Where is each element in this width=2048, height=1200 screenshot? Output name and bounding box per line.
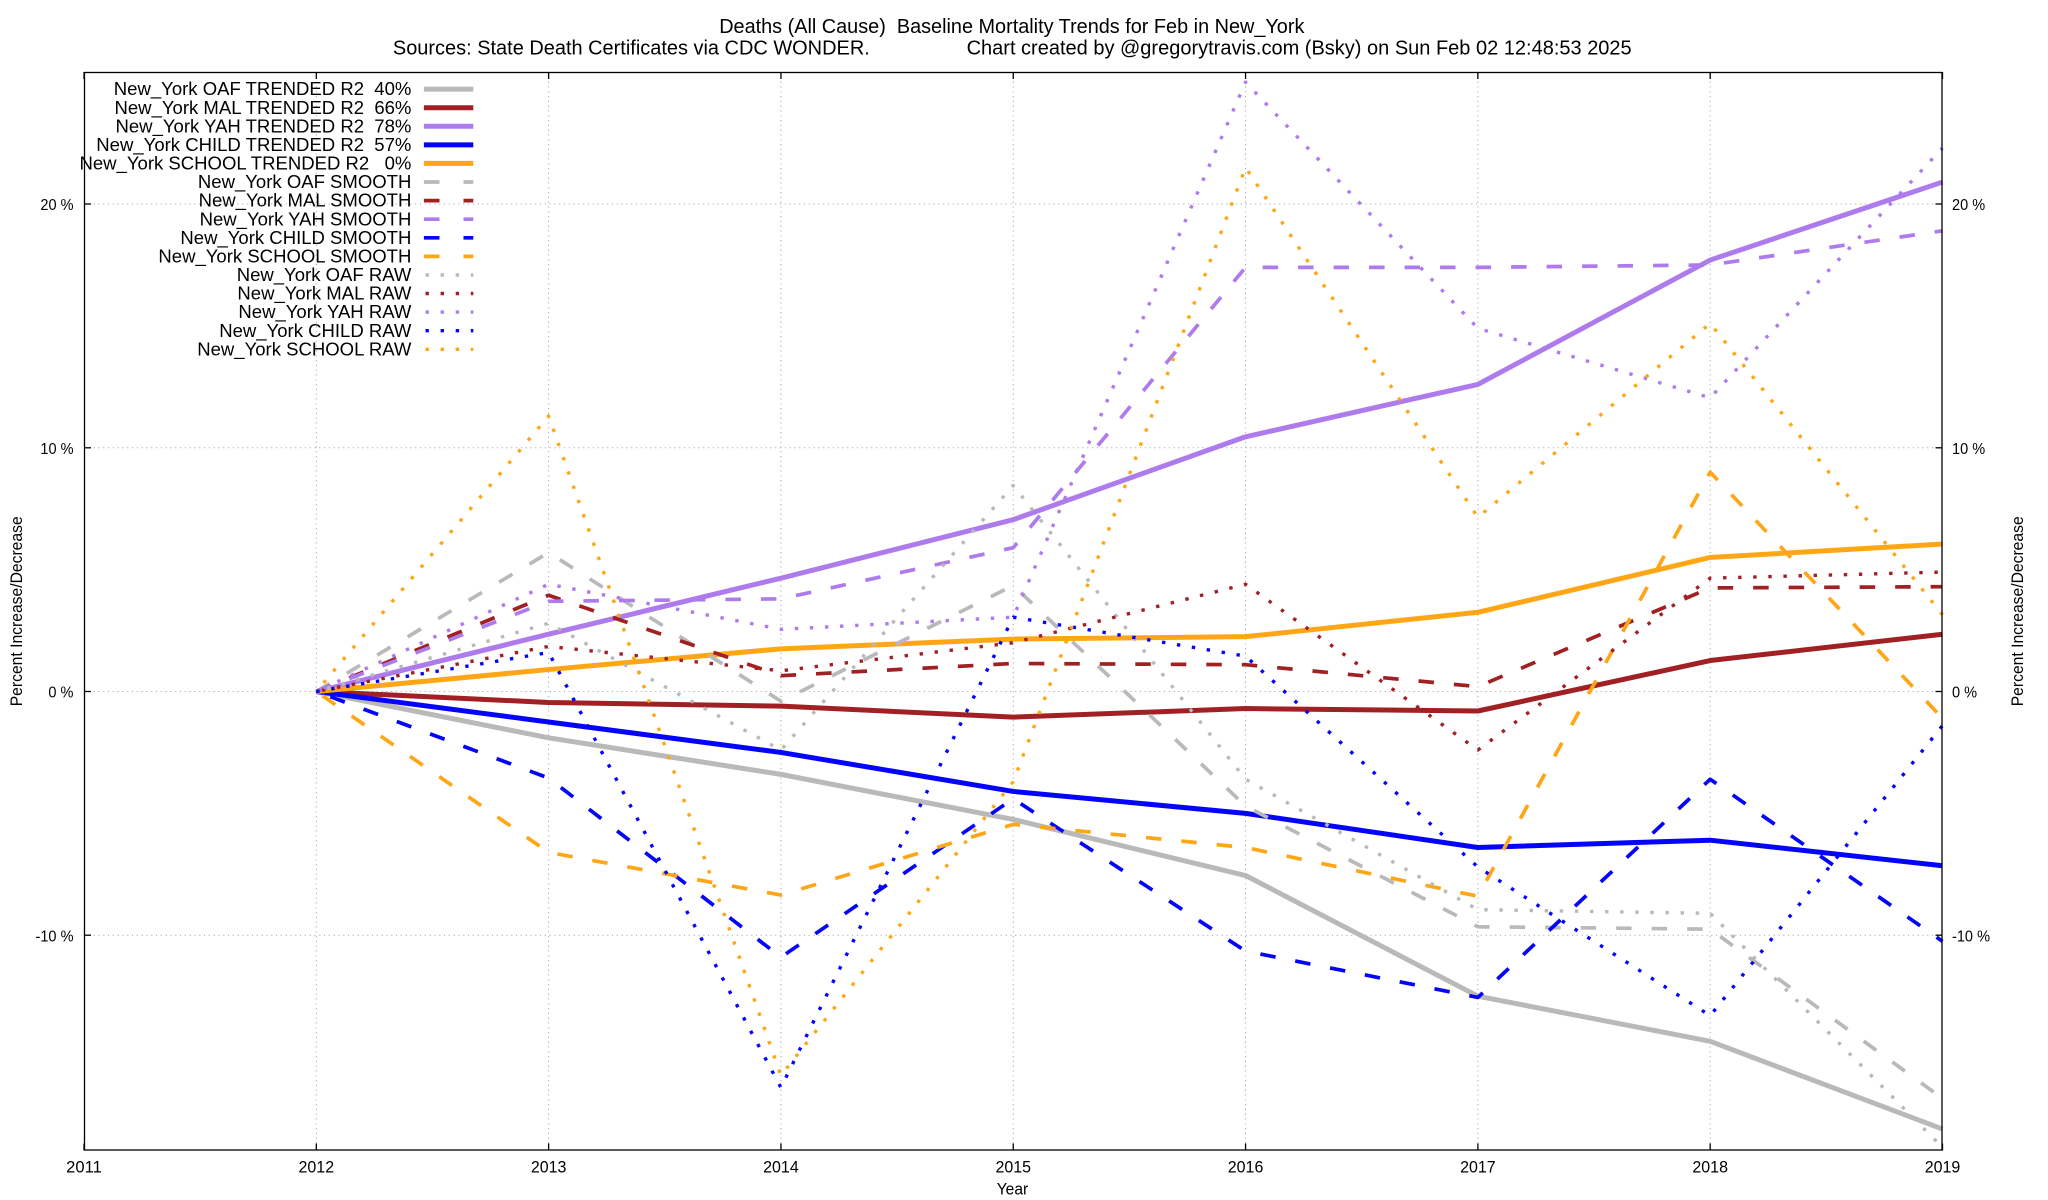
svg-text:New_York CHILD SMOOTH: New_York CHILD SMOOTH <box>180 227 411 249</box>
svg-text:2019: 2019 <box>1925 1158 1961 1176</box>
svg-text:20 %: 20 % <box>40 197 73 214</box>
svg-text:10 %: 10 % <box>1952 441 1985 458</box>
svg-text:10 %: 10 % <box>40 441 73 458</box>
svg-text:Sources: State Death Certifica: Sources: State Death Certificates via CD… <box>393 37 870 59</box>
svg-text:New_York OAF RAW: New_York OAF RAW <box>237 264 412 286</box>
svg-text:-10 %: -10 % <box>36 928 74 945</box>
svg-text:New_York YAH TRENDED R2 78%: New_York YAH TRENDED R2 78% <box>116 115 412 137</box>
svg-text:New_York YAH RAW: New_York YAH RAW <box>238 301 411 323</box>
svg-text:Year: Year <box>997 1180 1029 1198</box>
svg-text:0 %: 0 % <box>48 685 73 702</box>
svg-text:New_York OAF SMOOTH: New_York OAF SMOOTH <box>198 171 412 193</box>
svg-text:New_York MAL SMOOTH: New_York MAL SMOOTH <box>199 190 412 212</box>
svg-text:New_York YAH SMOOTH: New_York YAH SMOOTH <box>200 208 412 230</box>
svg-text:New_York SCHOOL TRENDED R2 0: New_York SCHOOL TRENDED R2 0% <box>80 153 412 175</box>
svg-text:New_York MAL RAW: New_York MAL RAW <box>237 283 411 305</box>
svg-text:New_York MAL TRENDED R2 66%: New_York MAL TRENDED R2 66% <box>115 97 412 119</box>
svg-text:New_York CHILD TRENDED R2 57%: New_York CHILD TRENDED R2 57% <box>96 134 411 156</box>
svg-text:20 %: 20 % <box>1952 197 1985 214</box>
svg-text:2016: 2016 <box>1228 1158 1264 1176</box>
svg-text:2018: 2018 <box>1692 1158 1728 1176</box>
svg-text:New_York CHILD RAW: New_York CHILD RAW <box>219 320 412 342</box>
svg-text:2017: 2017 <box>1460 1158 1496 1176</box>
svg-text:2015: 2015 <box>995 1158 1031 1176</box>
svg-text:2012: 2012 <box>299 1158 335 1176</box>
svg-text:Percent Increase/Decrease: Percent Increase/Decrease <box>2009 516 2027 706</box>
svg-text:0 %: 0 % <box>1952 685 1977 702</box>
svg-text:2014: 2014 <box>763 1158 799 1176</box>
svg-text:2013: 2013 <box>531 1158 567 1176</box>
svg-text:-10 %: -10 % <box>1952 928 1990 945</box>
svg-text:Chart created by @gregorytravi: Chart created by @gregorytravis.com (Bsk… <box>967 37 1632 59</box>
svg-text:New_York SCHOOL RAW: New_York SCHOOL RAW <box>197 338 412 360</box>
svg-text:Percent Increase/Decrease: Percent Increase/Decrease <box>8 516 26 706</box>
svg-text:2011: 2011 <box>66 1158 102 1176</box>
svg-text:Deaths (All Cause) Baseline M: Deaths (All Cause) Baseline Mortality Tr… <box>719 16 1305 38</box>
svg-text:New_York SCHOOL SMOOTH: New_York SCHOOL SMOOTH <box>158 246 411 268</box>
svg-text:New_York OAF TRENDED R2 40%: New_York OAF TRENDED R2 40% <box>114 78 412 100</box>
